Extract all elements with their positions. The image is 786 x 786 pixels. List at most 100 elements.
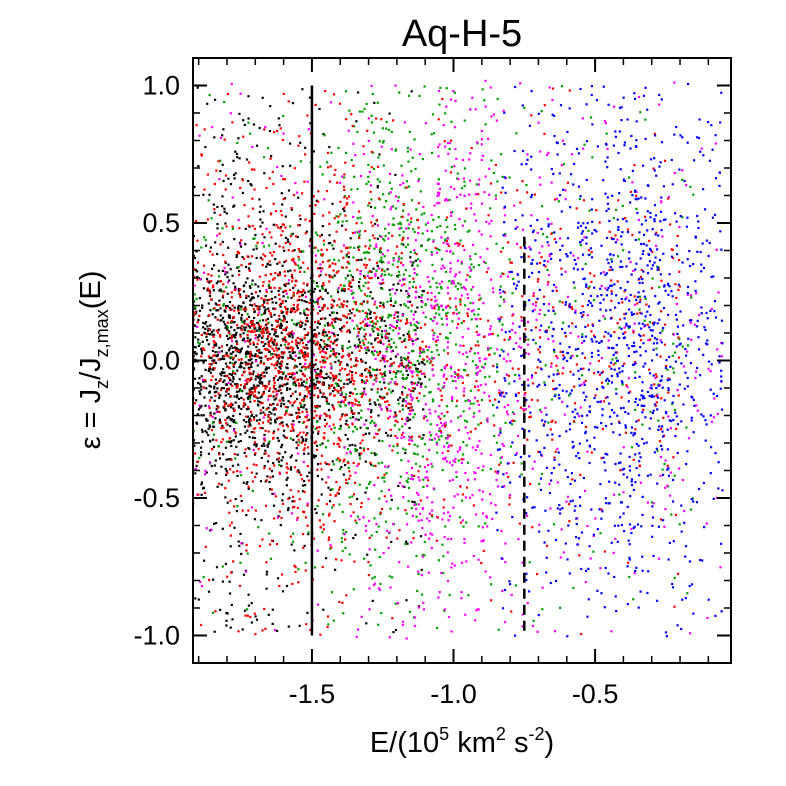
scatter-point-series-3 [284,226,287,229]
scatter-point-series-0 [193,256,197,260]
scatter-point-series-3 [286,310,289,313]
scatter-point-series-3 [315,374,318,377]
scatter-point-series-3 [193,402,197,405]
scatter-point-series-2 [417,503,420,506]
scatter-point-series-1 [330,591,333,594]
scatter-point-series-0 [222,320,225,323]
scatter-point-series-3 [401,417,404,420]
scatter-point-series-3 [354,371,357,375]
scatter-point-series-1 [268,532,271,535]
scatter-point-series-0 [408,361,411,364]
scatter-point-series-0 [204,368,207,371]
scatter-point-series-2 [389,586,392,589]
scatter-point-series-1 [315,420,319,424]
scatter-point-series-0 [250,621,253,624]
scatter-point-series-2 [200,585,204,588]
scatter-point-series-3 [196,460,199,463]
scatter-point-series-0 [295,344,299,347]
scatter-point-series-1 [404,386,407,389]
scatter-point-series-1 [474,364,477,367]
scatter-point-series-3 [330,322,334,325]
scatter-point-series-2 [477,352,480,355]
scatter-point-series-1 [456,288,459,291]
scatter-point-series-0 [376,368,379,371]
scatter-point-series-0 [221,134,224,137]
scatter-point-series-0 [221,240,224,243]
scatter-point-series-0 [387,332,390,335]
scatter-point-series-1 [365,102,368,105]
scatter-point-series-2 [429,412,432,415]
scatter-point-series-2 [515,342,518,345]
scatter-point-series-3 [289,235,293,238]
scatter-point-series-0 [333,274,336,277]
scatter-point-series-1 [251,283,254,286]
scatter-point-series-0 [369,402,372,406]
scatter-point-series-2 [387,465,390,468]
scatter-point-series-3 [295,280,298,283]
scatter-point-series-2 [474,619,477,622]
scatter-point-series-2 [537,121,540,124]
scatter-point-series-1 [408,185,411,188]
scatter-point-series-3 [658,440,661,443]
scatter-point-series-3 [329,165,332,168]
scatter-point-series-2 [470,310,473,313]
scatter-point-series-3 [284,241,287,245]
scatter-point-series-0 [236,474,239,477]
scatter-point-series-2 [414,290,417,293]
scatter-point-series-1 [424,303,427,306]
scatter-point-series-0 [313,456,316,459]
scatter-point-series-0 [290,208,293,211]
scatter-point-series-1 [344,393,348,396]
scatter-point-series-0 [276,458,279,461]
scatter-point-series-3 [261,341,264,344]
scatter-point-series-3 [208,406,211,409]
scatter-point-series-3 [274,328,277,332]
scatter-point-series-2 [439,421,443,424]
scatter-point-series-0 [343,382,346,385]
scatter-point-series-2 [465,278,468,282]
scatter-point-series-3 [196,321,199,324]
scatter-point-series-3 [305,425,308,428]
scatter-point-series-1 [303,309,306,312]
scatter-point-series-3 [298,411,301,415]
scatter-point-series-0 [208,356,211,359]
scatter-point-series-2 [398,279,401,282]
scatter-point-series-0 [333,386,336,389]
scatter-point-series-2 [363,423,366,426]
scatter-point-series-3 [215,329,218,332]
scatter-point-series-2 [375,380,378,383]
scatter-point-series-3 [465,207,468,210]
scatter-point-series-1 [404,448,407,451]
scatter-point-series-0 [237,406,241,409]
scatter-point-series-3 [633,295,636,298]
scatter-point-series-3 [584,379,587,382]
scatter-point-series-3 [466,312,469,315]
scatter-point-series-0 [332,353,335,356]
scatter-point-series-0 [240,316,243,320]
scatter-point-series-0 [293,249,296,252]
scatter-point-series-2 [431,501,434,504]
scatter-point-series-1 [382,193,385,196]
scatter-point-series-3 [302,448,305,452]
scatter-point-series-2 [412,370,415,373]
scatter-point-series-1 [538,482,541,485]
scatter-point-series-2 [652,502,655,505]
scatter-point-series-1 [685,426,688,429]
scatter-point-series-3 [450,444,453,447]
scatter-point-series-0 [261,336,264,339]
scatter-point-series-2 [413,616,417,619]
scatter-point-series-2 [441,424,444,427]
scatter-point-series-1 [414,462,418,465]
scatter-point-series-0 [194,597,197,600]
scatter-point-series-3 [231,384,234,387]
scatter-point-series-3 [526,191,529,194]
scatter-point-series-1 [335,356,338,359]
scatter-point-series-1 [193,293,196,296]
scatter-point-series-0 [217,309,220,312]
scatter-point-series-2 [409,413,412,416]
scatter-point-series-3 [336,304,339,307]
scatter-point-series-0 [259,218,262,221]
scatter-point-series-0 [253,316,256,320]
scatter-point-series-3 [584,425,588,429]
scatter-point-series-3 [302,365,305,368]
